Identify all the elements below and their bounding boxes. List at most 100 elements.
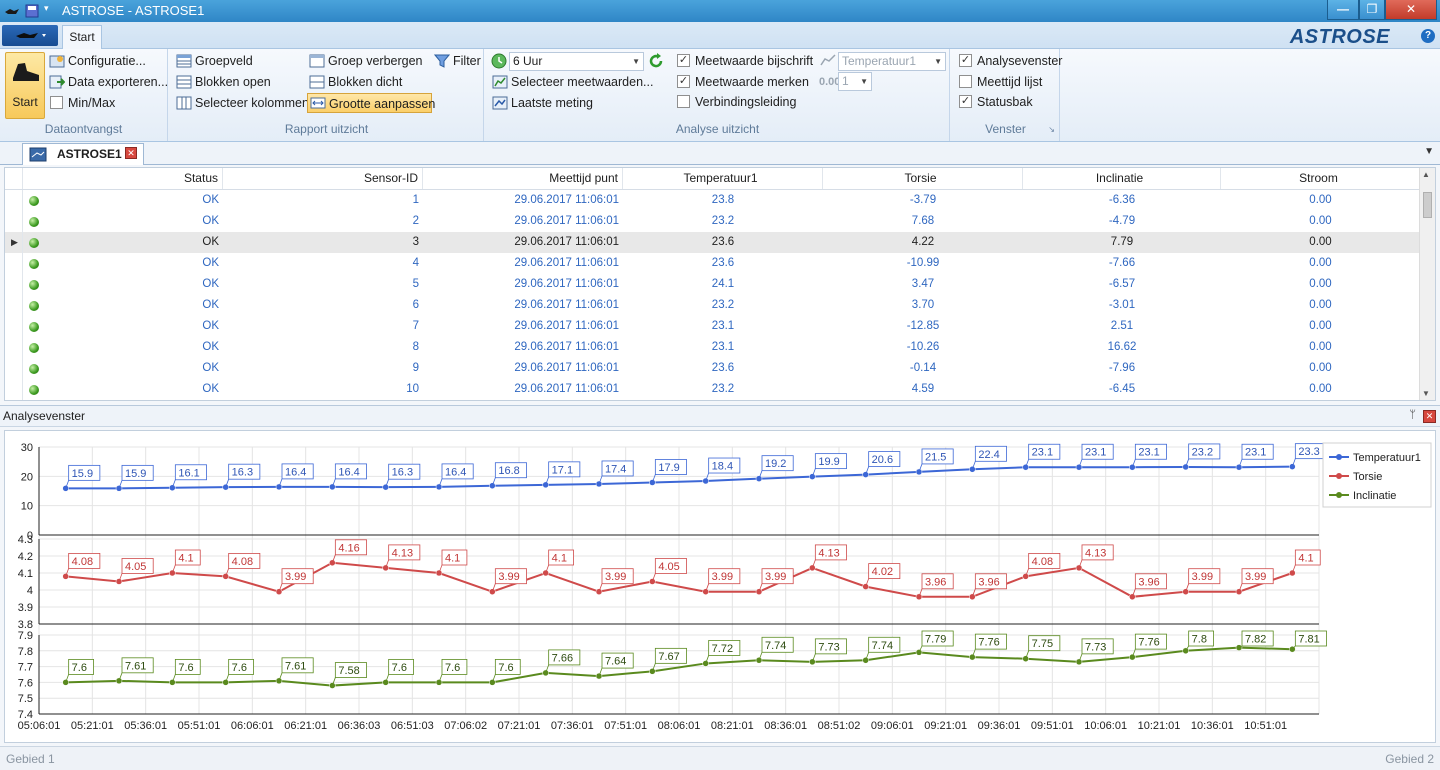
pane-close-icon[interactable]: ✕ — [1423, 410, 1436, 423]
document-tab[interactable]: ASTROSE1 — [22, 143, 144, 165]
maximize-button[interactable]: ❐ — [1359, 0, 1385, 20]
cell-status[interactable]: OK — [202, 194, 219, 206]
groep-verbergen-button[interactable]: Groep verbergen — [309, 51, 423, 71]
cell-sensor-id[interactable]: 8 — [412, 341, 419, 353]
cell-torsie[interactable]: -0.14 — [909, 362, 937, 374]
cell-stroom[interactable]: 0.00 — [1309, 194, 1332, 206]
cell-status[interactable]: OK — [202, 383, 219, 395]
cell-sensor-id[interactable]: 7 — [412, 320, 419, 332]
cell-sensor-id[interactable]: 2 — [412, 215, 419, 227]
cell-stroom[interactable]: 0.00 — [1309, 236, 1332, 248]
filter-button[interactable]: Filter — [434, 51, 481, 71]
cell-inclinatie[interactable]: -6.45 — [1108, 383, 1136, 395]
column-header-inclinatie[interactable]: Inclinatie — [1023, 168, 1221, 189]
cell-meettijd[interactable]: 29.06.2017 11:06:01 — [514, 278, 619, 290]
statusbak-checkbox[interactable]: ✓ Statusbak — [958, 92, 1033, 112]
verbindingsleiding-check[interactable] — [677, 95, 690, 108]
cell-torsie[interactable]: 3.70 — [911, 299, 935, 311]
column-header-stroom[interactable]: Stroom — [1299, 171, 1338, 185]
grootte-aanpassen-button[interactable]: Grootte aanpassen — [307, 93, 435, 113]
cell-stroom[interactable]: 0.00 — [1309, 257, 1332, 269]
cell-torsie[interactable]: 4.59 — [911, 383, 935, 395]
scroll-down-icon[interactable]: ▼ — [1422, 389, 1430, 398]
cell-temperatuur[interactable]: 23.6 — [711, 362, 735, 374]
row-header[interactable] — [5, 211, 23, 232]
row-header[interactable] — [5, 316, 23, 337]
cell-sensor-id[interactable]: 10 — [406, 383, 419, 395]
meetwaarde-merken-check[interactable]: ✓ — [677, 75, 690, 88]
cell-stroom[interactable]: 0.00 — [1309, 320, 1332, 332]
cell-sensor-id[interactable]: 5 — [412, 278, 419, 290]
cell-meettijd[interactable]: 29.06.2017 11:06:01 — [514, 299, 619, 311]
table-row[interactable]: OK 2 29.06.2017 11:06:01 23.2 7.68 -4.79 0.00 — [5, 211, 1420, 232]
row-header[interactable] — [5, 190, 23, 211]
table-row[interactable]: OK 6 29.06.2017 11:06:01 23.2 3.70 -3.01 0.00 — [5, 295, 1420, 316]
cell-inclinatie[interactable]: -6.36 — [1108, 194, 1136, 206]
cell-stroom[interactable]: 0.00 — [1309, 362, 1332, 374]
cell-temperatuur[interactable]: 23.1 — [711, 341, 735, 353]
scroll-up-icon[interactable]: ▲ — [1422, 170, 1430, 179]
minimize-button[interactable]: — — [1327, 0, 1359, 20]
cell-temperatuur[interactable]: 23.2 — [711, 299, 735, 311]
table-row[interactable]: OK 7 29.06.2017 11:06:01 23.1 -12.85 2.51 0.00 — [5, 316, 1420, 337]
cell-temperatuur[interactable]: 23.8 — [711, 194, 735, 206]
meettijd-lijst-checkbox[interactable]: Meettijd lijst — [958, 72, 1042, 92]
analysevenster-checkbox[interactable]: ✓ Analysevenster — [958, 51, 1062, 71]
cell-stroom[interactable]: 0.00 — [1309, 341, 1332, 353]
table-row[interactable]: OK 9 29.06.2017 11:06:01 23.6 -0.14 -7.96 0.00 — [5, 358, 1420, 379]
row-header[interactable] — [5, 274, 23, 295]
refresh-icon[interactable] — [647, 52, 665, 70]
cell-status[interactable]: OK — [202, 299, 219, 311]
blokken-open-button[interactable]: Blokken open — [176, 72, 271, 92]
close-button[interactable]: ✕ — [1385, 0, 1437, 20]
cell-meettijd[interactable]: 29.06.2017 11:06:01 — [514, 320, 619, 332]
table-row[interactable]: OK 10 29.06.2017 11:06:01 23.2 4.59 -6.45 0.00 — [5, 379, 1420, 400]
table-row[interactable]: OK 1 29.06.2017 11:06:01 23.8 -3.79 -6.36 0.00 — [5, 190, 1420, 211]
cell-temperatuur[interactable]: 23.6 — [711, 236, 735, 248]
cell-stroom[interactable]: 0.00 — [1309, 278, 1332, 290]
meetwaarde-bijschrift-checkbox[interactable]: ✓ Meetwaarde bijschrift — [676, 51, 813, 71]
cell-inclinatie[interactable]: -3.01 — [1108, 299, 1136, 311]
cell-status[interactable]: OK — [202, 320, 219, 332]
table-row[interactable]: ▶ OK 3 29.06.2017 11:06:01 23.6 4.22 7.79 0.00 — [5, 232, 1420, 253]
cell-torsie[interactable]: 3.47 — [911, 278, 935, 290]
table-row[interactable]: OK 8 29.06.2017 11:06:01 23.1 -10.26 16.62 0.0… — [5, 337, 1420, 358]
cell-inclinatie[interactable]: -4.79 — [1108, 215, 1136, 227]
statusbak-check[interactable]: ✓ — [959, 95, 972, 108]
row-header[interactable] — [5, 295, 23, 316]
cell-meettijd[interactable]: 29.06.2017 11:06:01 — [514, 362, 619, 374]
cell-torsie[interactable]: 4.22 — [911, 236, 935, 248]
cell-inclinatie[interactable]: 2.51 — [1110, 320, 1134, 332]
cell-torsie[interactable]: -10.99 — [906, 257, 940, 269]
scroll-thumb[interactable] — [1423, 192, 1432, 218]
row-header[interactable] — [5, 358, 23, 379]
laatste-meting-button[interactable]: Laatste meting — [492, 93, 593, 113]
selecteer-meetwaarden-button[interactable]: Selecteer meetwaarden... — [492, 72, 653, 92]
cell-status[interactable]: OK — [202, 215, 219, 227]
quick-access-dropdown-icon[interactable]: ▾ — [44, 3, 49, 13]
row-header[interactable] — [5, 253, 23, 274]
series-select-dropdown[interactable]: Temperatuur1 ▼ — [838, 52, 946, 71]
column-header-torsie[interactable]: Torsie — [823, 168, 1023, 189]
cell-meettijd[interactable]: 29.06.2017 11:06:01 — [514, 383, 619, 395]
groepveld-button[interactable]: Groepveld — [176, 51, 253, 71]
analysevenster-check[interactable]: ✓ — [959, 54, 972, 67]
tab-list-chevron-icon[interactable]: ▼ — [1424, 146, 1434, 157]
configuratie-button[interactable]: Configuratie... — [49, 51, 146, 71]
application-menu-button[interactable] — [2, 25, 58, 46]
cell-temperatuur[interactable]: 24.1 — [711, 278, 735, 290]
cell-inclinatie[interactable]: -6.57 — [1108, 278, 1136, 290]
cell-sensor-id[interactable]: 4 — [412, 257, 419, 269]
cell-stroom[interactable]: 0.00 — [1309, 299, 1332, 311]
column-header-status[interactable]: Status — [23, 168, 223, 189]
dialog-launcher-icon[interactable]: ↘ — [1048, 125, 1055, 134]
row-header[interactable] — [5, 337, 23, 358]
table-row[interactable]: OK 5 29.06.2017 11:06:01 24.1 3.47 -6.57 0.00 — [5, 274, 1420, 295]
save-icon[interactable] — [24, 3, 40, 19]
cell-status[interactable]: OK — [202, 362, 219, 374]
cell-meettijd[interactable]: 29.06.2017 11:06:01 — [514, 236, 619, 248]
cell-meettijd[interactable]: 29.06.2017 11:06:01 — [514, 194, 619, 206]
cell-torsie[interactable]: -3.79 — [909, 194, 937, 206]
tab-start[interactable]: Start — [62, 25, 102, 50]
cell-temperatuur[interactable]: 23.2 — [711, 215, 735, 227]
